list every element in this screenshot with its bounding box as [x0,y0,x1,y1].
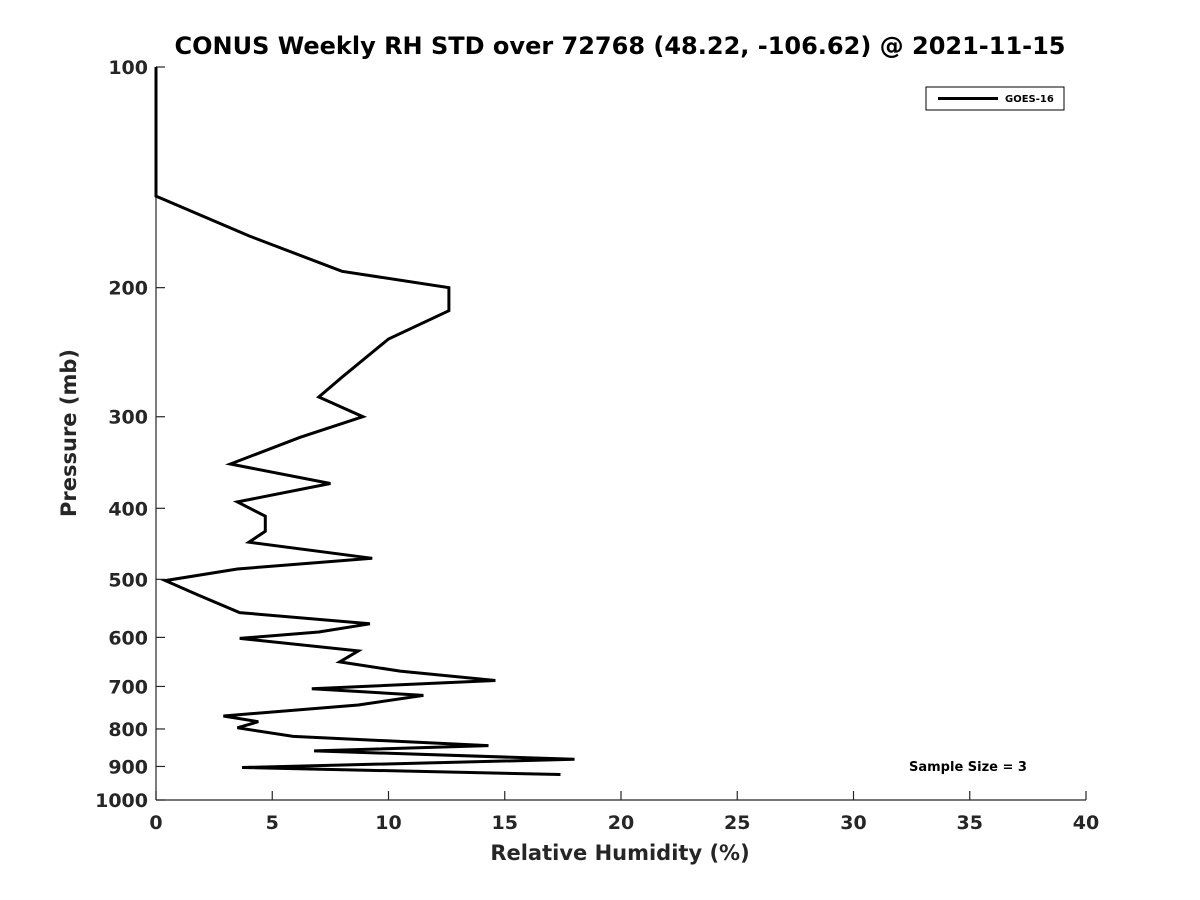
x-tick-label: 0 [149,812,162,834]
y-axis-label: Pressure (mb) [57,349,81,517]
y-tick-label: 800 [108,719,148,741]
x-tick-label: 30 [840,812,866,834]
x-axis: 0 5 10 15 20 25 30 35 40 [149,791,1099,834]
x-tick-label: 20 [608,812,634,834]
legend-entry-goes-16: GOES-16 [1005,94,1054,105]
series-line-goes-16 [154,67,575,776]
y-tick-label: 1000 [95,790,148,812]
y-tick-label: 900 [108,756,148,778]
x-tick-label: 40 [1073,812,1099,834]
y-tick-label: 700 [108,676,148,698]
x-tick-label: 35 [957,812,983,834]
x-tick-label: 25 [724,812,750,834]
y-tick-label: 200 [108,278,148,300]
x-axis-label: Relative Humidity (%) [490,841,749,865]
sample-size-annotation: Sample Size = 3 [909,760,1027,775]
x-tick-label: 10 [375,812,401,834]
chart-title: CONUS Weekly RH STD over 72768 (48.22, -… [174,32,1065,60]
y-tick-label: 400 [108,498,148,520]
y-tick-label: 300 [108,407,148,429]
x-tick-label: 5 [266,812,279,834]
y-tick-label: 500 [108,569,148,591]
y-tick-label: 100 [108,57,148,79]
y-tick-label: 600 [108,627,148,649]
legend: GOES-16 [925,86,1065,111]
x-tick-label: 15 [492,812,518,834]
